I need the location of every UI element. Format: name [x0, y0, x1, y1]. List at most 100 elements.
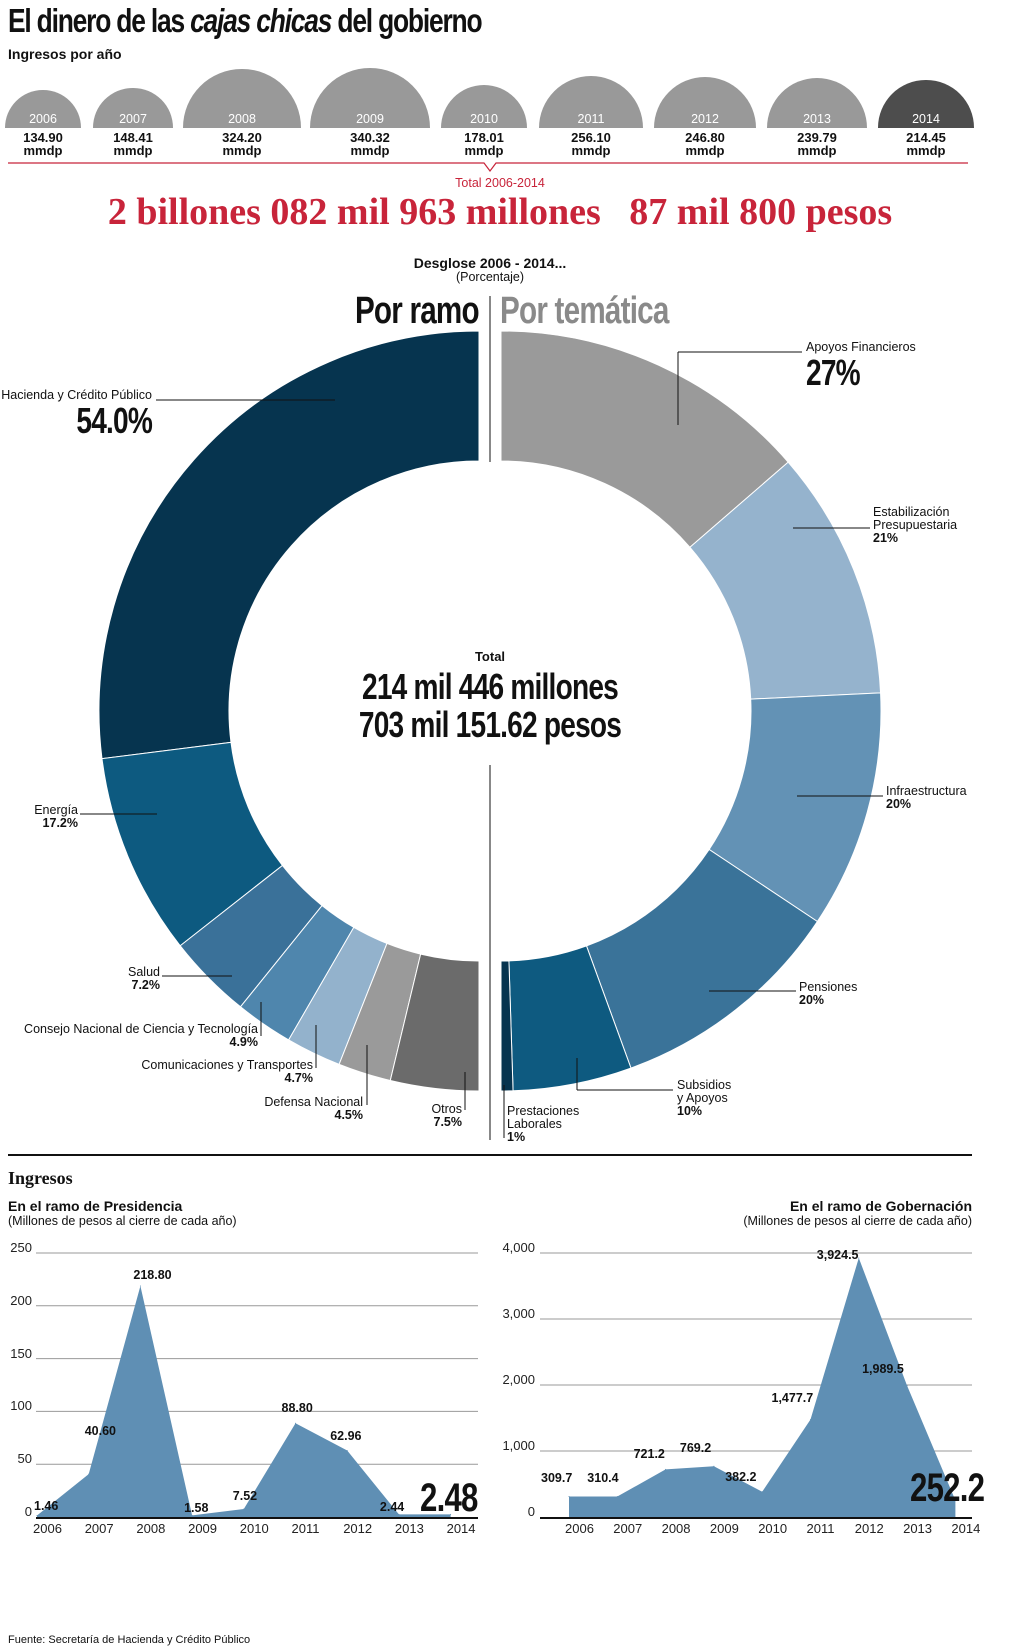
- label-defensa: Defensa Nacional 4.5%: [264, 1096, 363, 1122]
- data-label-highlight: 252.2: [910, 1466, 985, 1510]
- gobernacion-title: En el ramo de Gobernación: [789, 1198, 972, 1214]
- data-point: [761, 1491, 763, 1493]
- label-name: Laborales: [507, 1117, 562, 1131]
- year-value: 239.79: [797, 130, 837, 145]
- y-tick-label: 250: [10, 1240, 32, 1255]
- y-tick-label: 100: [10, 1398, 32, 1414]
- x-tick-label: 2008: [136, 1521, 166, 1536]
- data-label: 40.60: [84, 1424, 116, 1439]
- year-unit: mmdp: [350, 143, 390, 158]
- data-point: [450, 1513, 452, 1515]
- gobernacion-subtitle: (Millones de pesos al cierre de cada año…: [743, 1214, 972, 1228]
- label-name: Comunicaciones y Transportes: [141, 1058, 313, 1072]
- label-value: 4.7%: [284, 1071, 314, 1085]
- data-point: [568, 1496, 570, 1498]
- year-unit: mmdp: [23, 143, 63, 158]
- total-bracket-line: [8, 162, 968, 172]
- right-title: Por temática: [500, 290, 669, 332]
- year-value: 134.90: [23, 130, 63, 145]
- data-point: [243, 1508, 245, 1510]
- x-tick-label: 2013: [394, 1521, 424, 1536]
- title-part: del gobierno: [331, 2, 482, 39]
- year-value: 324.20: [222, 130, 262, 145]
- label-name: Consejo Nacional de Ciencia y Tecnología: [24, 1022, 258, 1036]
- data-label-highlight: 2.48: [420, 1476, 478, 1520]
- y-tick-label: 50: [17, 1451, 32, 1467]
- label-estabilizacion: Estabilización Presupuestaria 21%: [873, 506, 957, 545]
- label-name: Prestaciones: [507, 1104, 580, 1118]
- label-name: Energía: [34, 803, 78, 817]
- label-infraestructura: Infraestructura 20%: [886, 785, 967, 811]
- label-name: Pensiones: [799, 980, 858, 994]
- x-tick-label: 2006: [33, 1521, 62, 1536]
- label-value: 4.5%: [334, 1108, 364, 1122]
- section-divider: [8, 1154, 972, 1156]
- year-value: 256.10: [571, 130, 611, 145]
- value-apoyos-financieros: 27%: [806, 352, 861, 393]
- label-value: 1%: [507, 1130, 526, 1144]
- data-label: 3,924.5: [816, 1247, 859, 1262]
- data-point: [295, 1422, 296, 1424]
- x-tick-label: 2011: [291, 1521, 320, 1536]
- donut-segment-ramo-6: [389, 953, 480, 1092]
- label-name: Infraestructura: [886, 784, 967, 798]
- year-label: 2007: [119, 112, 147, 126]
- data-label: 721.2: [633, 1447, 665, 1462]
- x-tick-label: 2012: [343, 1521, 373, 1536]
- data-point: [36, 1514, 38, 1516]
- label-value: 10%: [677, 1104, 703, 1118]
- data-point: [858, 1257, 860, 1259]
- data-label: 1.46: [34, 1499, 59, 1514]
- center-total-label: Total: [474, 649, 506, 664]
- year-unit: mmdp: [464, 143, 504, 158]
- label-name: Presupuestaria: [873, 518, 958, 532]
- label-apoyos-financieros: Apoyos Financieros: [806, 340, 916, 354]
- year-unit: mmdp: [685, 143, 725, 158]
- donut-segment-ramo-0: [98, 330, 480, 760]
- label-salud: Salud 7.2%: [128, 966, 160, 992]
- x-tick-label: 2009: [188, 1521, 218, 1536]
- data-label: 1,477.7: [771, 1391, 814, 1406]
- x-tick-label: 2010: [758, 1521, 788, 1536]
- data-label: 88.80: [281, 1401, 313, 1416]
- data-label: 62.96: [330, 1428, 362, 1443]
- label-value: 7.2%: [131, 978, 161, 992]
- y-tick-label: 0: [24, 1504, 32, 1519]
- year-unit: mmdp: [797, 143, 837, 158]
- label-value: 17.2%: [42, 816, 78, 830]
- label-value: 4.9%: [229, 1035, 259, 1049]
- label-hacienda: Hacienda y Crédito Público: [1, 389, 152, 402]
- label-name: Subsidios: [677, 1078, 732, 1092]
- label-name: Estabilización: [873, 505, 950, 519]
- y-tick-label: 2,000: [502, 1372, 535, 1387]
- label-value: 20%: [799, 993, 825, 1007]
- year-value: 178.01: [464, 130, 504, 145]
- data-label: 309.7: [541, 1470, 573, 1485]
- label-otros: Otros 7.5%: [431, 1103, 462, 1129]
- label-name: Hacienda y Crédito Público: [1, 388, 152, 402]
- data-point: [398, 1513, 400, 1515]
- donut-chart: [80, 296, 883, 1140]
- total-bracket: [8, 162, 968, 172]
- year-value: 340.32: [350, 130, 390, 145]
- data-point: [906, 1385, 908, 1387]
- x-tick-label: 2009: [709, 1521, 739, 1536]
- y-tick-label: 0: [527, 1504, 535, 1519]
- label-name: Otros: [431, 1102, 462, 1116]
- y-tick-label: 1,000: [502, 1438, 535, 1453]
- x-tick-label: 2008: [661, 1521, 691, 1536]
- x-tick-label: 2011: [806, 1521, 835, 1536]
- left-title: Por ramo: [355, 290, 480, 332]
- area-series: [569, 1257, 956, 1517]
- label-prestaciones: Prestaciones Laborales 1%: [507, 1105, 579, 1144]
- value-hacienda: 54.0%: [76, 400, 153, 441]
- title-emphasis: cajas chicas: [190, 2, 332, 39]
- data-point: [346, 1450, 348, 1452]
- label-value: 21%: [873, 531, 899, 545]
- label-conacyt: Consejo Nacional de Ciencia y Tecnología…: [24, 1023, 258, 1049]
- donut-subtitle: (Porcentaje): [455, 270, 525, 284]
- data-point: [665, 1468, 667, 1470]
- year-label: 2009: [356, 112, 384, 126]
- year-unit: mmdp: [113, 143, 153, 158]
- center-total-line2: 703 mil 151.62 pesos: [358, 704, 622, 745]
